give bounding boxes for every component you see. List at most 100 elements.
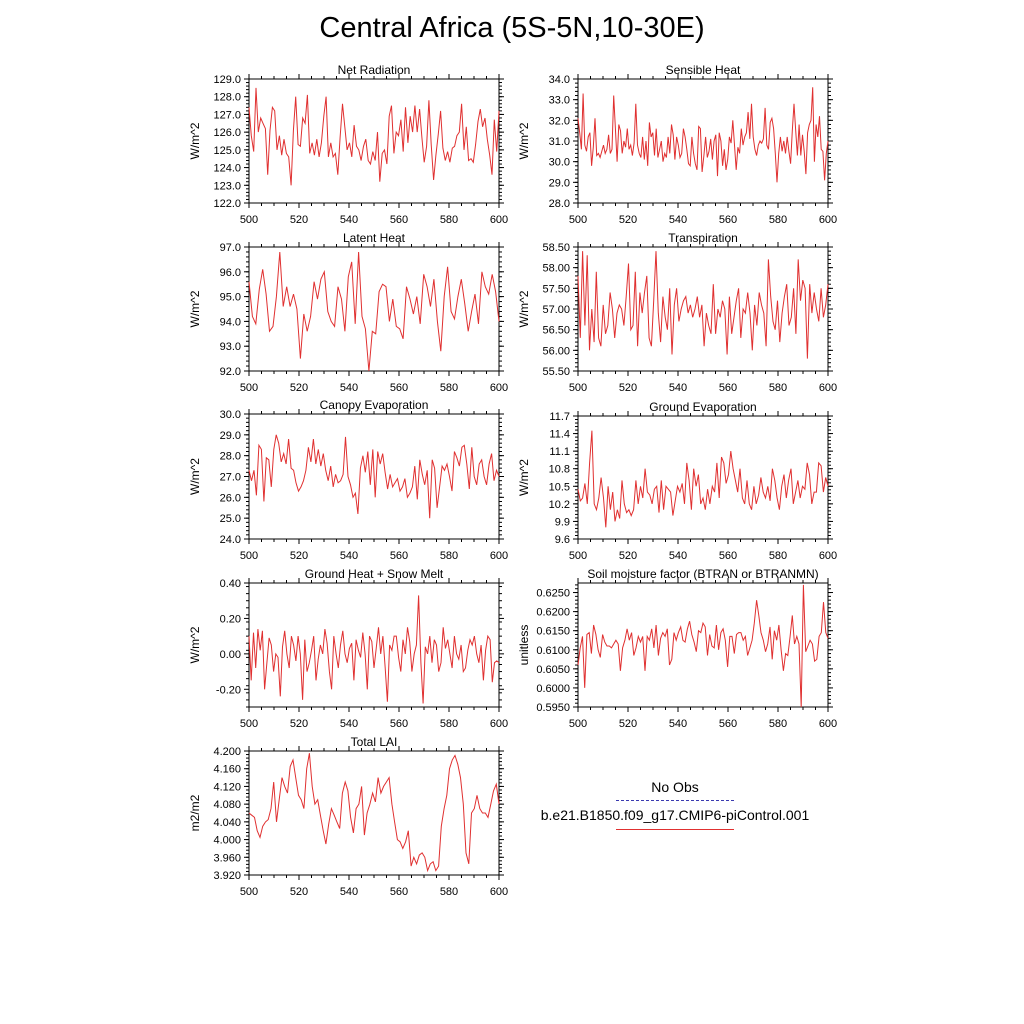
y-tick-label: 0.5950: [536, 702, 570, 714]
y-tick-label: 58.00: [542, 263, 570, 275]
x-tick-label: 560: [390, 886, 408, 898]
series-line: [248, 434, 500, 519]
x-tick-label: 560: [719, 214, 737, 226]
y-tick-label: 0.6250: [536, 588, 570, 600]
y-tick-label: 94.0: [220, 316, 241, 328]
legend-model-line: [616, 829, 734, 830]
x-tick-label: 540: [340, 214, 358, 226]
chart-latent-heat: Latent Heat W/m^2 500 520 540 560 580 600 92.0 93…: [188, 231, 508, 394]
y-axis-label: unitless: [517, 625, 531, 666]
y-axis-label: W/m^2: [188, 122, 202, 159]
x-tick-label: 540: [340, 550, 358, 562]
chart-ground-heat-snow-melt: Ground Heat + Snow Melt W/m^2 500 520 540 560…: [188, 567, 508, 730]
y-tick-label: 3.960: [213, 852, 241, 864]
x-tick-label: 520: [290, 886, 308, 898]
y-tick-label: 58.50: [542, 242, 570, 254]
x-tick-label: 560: [719, 382, 737, 394]
y-tick-label: 128.0: [213, 92, 241, 104]
legend-obs-label: No Obs: [651, 779, 699, 795]
y-tick-label: 32.0: [549, 115, 570, 127]
y-tick-label: 122.0: [213, 198, 241, 210]
y-tick-label: 9.9: [555, 516, 570, 528]
x-tick-label: 560: [719, 718, 737, 730]
x-tick-label: 520: [290, 382, 308, 394]
y-tick-label: 11.7: [549, 411, 570, 423]
x-tick-label: 500: [240, 214, 258, 226]
x-tick-label: 580: [440, 718, 458, 730]
y-tick-label: 31.0: [549, 136, 570, 148]
chart-title: Latent Heat: [343, 231, 406, 245]
chart-frame: [577, 582, 829, 708]
y-tick-label: 56.00: [542, 345, 570, 357]
x-tick-label: 560: [390, 550, 408, 562]
chart-frame: [577, 78, 829, 204]
x-tick-label: 540: [340, 886, 358, 898]
chart-title: Canopy Evaporation: [320, 398, 429, 412]
x-tick-label: 580: [440, 214, 458, 226]
x-tick-label: 560: [390, 382, 408, 394]
x-tick-label: 580: [440, 886, 458, 898]
chart-title: Total LAI: [351, 735, 398, 749]
chart-soil-moisture-factor-btran-or-btranmn: Soil moisture factor (BTRAN or BTRANMN) u…: [517, 567, 837, 730]
y-axis-label: m2/m2: [188, 794, 202, 831]
x-tick-label: 540: [669, 214, 687, 226]
chart-frame: [248, 750, 500, 876]
x-tick-label: 560: [719, 550, 737, 562]
y-tick-label: 25.0: [220, 513, 241, 525]
y-tick-label: 93.0: [220, 341, 241, 353]
y-tick-label: 11.4: [549, 429, 570, 441]
y-tick-label: 0.6100: [536, 645, 570, 657]
y-tick-label: 4.200: [213, 746, 241, 758]
y-tick-label: 4.160: [213, 764, 241, 776]
chart-title: Sensible Heat: [666, 63, 741, 77]
x-tick-label: 600: [490, 382, 508, 394]
chart-title: Ground Evaporation: [649, 400, 756, 414]
x-tick-label: 520: [619, 382, 637, 394]
y-axis-label: W/m^2: [517, 290, 531, 327]
y-axis-label: W/m^2: [517, 459, 531, 496]
y-tick-label: 92.0: [220, 366, 241, 378]
x-tick-label: 580: [769, 214, 787, 226]
y-tick-label: 34.0: [549, 74, 570, 86]
chart-title: Soil moisture factor (BTRAN or BTRANMN): [587, 567, 818, 581]
x-tick-label: 500: [240, 550, 258, 562]
y-tick-label: 57.00: [542, 304, 570, 316]
y-tick-label: 28.0: [220, 451, 241, 463]
y-tick-label: 29.0: [549, 177, 570, 189]
x-tick-label: 520: [290, 550, 308, 562]
x-tick-label: 580: [440, 382, 458, 394]
y-tick-label: 0.6150: [536, 626, 570, 638]
x-tick-label: 600: [490, 550, 508, 562]
y-tick-label: 28.0: [549, 198, 570, 210]
y-tick-label: 123.0: [213, 180, 241, 192]
x-tick-label: 600: [490, 886, 508, 898]
chart-frame: [577, 246, 829, 372]
x-tick-label: 500: [240, 718, 258, 730]
y-tick-label: 30.0: [549, 157, 570, 169]
x-tick-label: 600: [819, 718, 837, 730]
series-line: [248, 595, 500, 704]
x-tick-label: 580: [440, 550, 458, 562]
y-tick-label: 30.0: [220, 409, 241, 421]
x-tick-label: 500: [569, 718, 587, 730]
y-tick-label: 0.6200: [536, 607, 570, 619]
y-tick-label: 57.50: [542, 283, 570, 295]
x-tick-label: 600: [819, 550, 837, 562]
chart-title: Net Radiation: [338, 63, 411, 77]
y-tick-label: 10.8: [549, 464, 570, 476]
x-tick-label: 560: [390, 214, 408, 226]
y-tick-label: 55.50: [542, 366, 570, 378]
y-axis-label: W/m^2: [188, 290, 202, 327]
x-tick-label: 500: [569, 550, 587, 562]
x-tick-label: 540: [340, 718, 358, 730]
y-tick-label: 24.0: [220, 534, 241, 546]
y-tick-label: 4.000: [213, 835, 241, 847]
y-tick-label: 0.6000: [536, 683, 570, 695]
series-line: [577, 251, 829, 359]
chart-frame: [248, 246, 500, 372]
x-tick-label: 560: [390, 718, 408, 730]
x-tick-label: 600: [819, 214, 837, 226]
y-axis-label: W/m^2: [188, 458, 202, 495]
x-tick-label: 520: [619, 550, 637, 562]
